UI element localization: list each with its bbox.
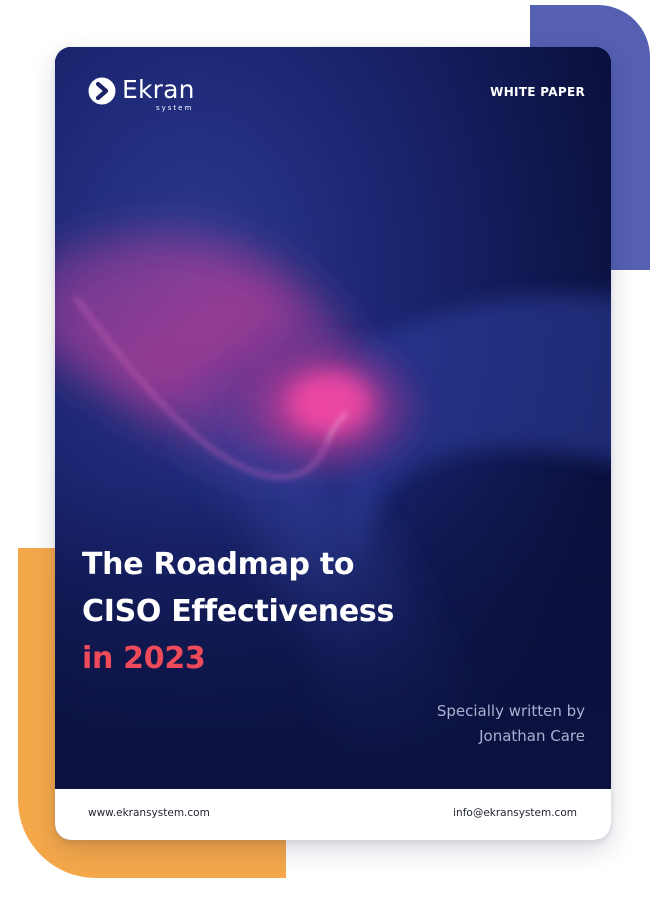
document-type-label: WHITE PAPER	[490, 85, 585, 99]
brand-tagline: system	[156, 104, 194, 112]
cover-artwork: Ekran system WHITE PAPER The Roadmap to …	[55, 47, 611, 789]
title-line-1: The Roadmap to	[82, 547, 355, 582]
website-link[interactable]: www.ekransystem.com	[88, 807, 210, 819]
title-line-3: in 2023	[82, 641, 206, 676]
cover-card: Ekran system WHITE PAPER The Roadmap to …	[55, 47, 611, 840]
brand-name: Ekran	[122, 75, 195, 104]
byline-intro: Specially written by	[436, 702, 585, 720]
document-title: The Roadmap to CISO Effectiveness in 202…	[82, 541, 582, 682]
email-link[interactable]: info@ekransystem.com	[453, 807, 577, 819]
title-line-2: CISO Effectiveness	[82, 594, 395, 629]
author-byline: Specially written by Jonathan Care	[437, 699, 585, 749]
abstract-wave-background	[55, 47, 611, 789]
ekran-system-logo: Ekran system	[88, 75, 200, 113]
chevron-right-circle-icon	[88, 77, 116, 105]
cover-footer: www.ekransystem.com info@ekransystem.com	[55, 789, 611, 840]
author-name: Jonathan Care	[479, 727, 585, 745]
